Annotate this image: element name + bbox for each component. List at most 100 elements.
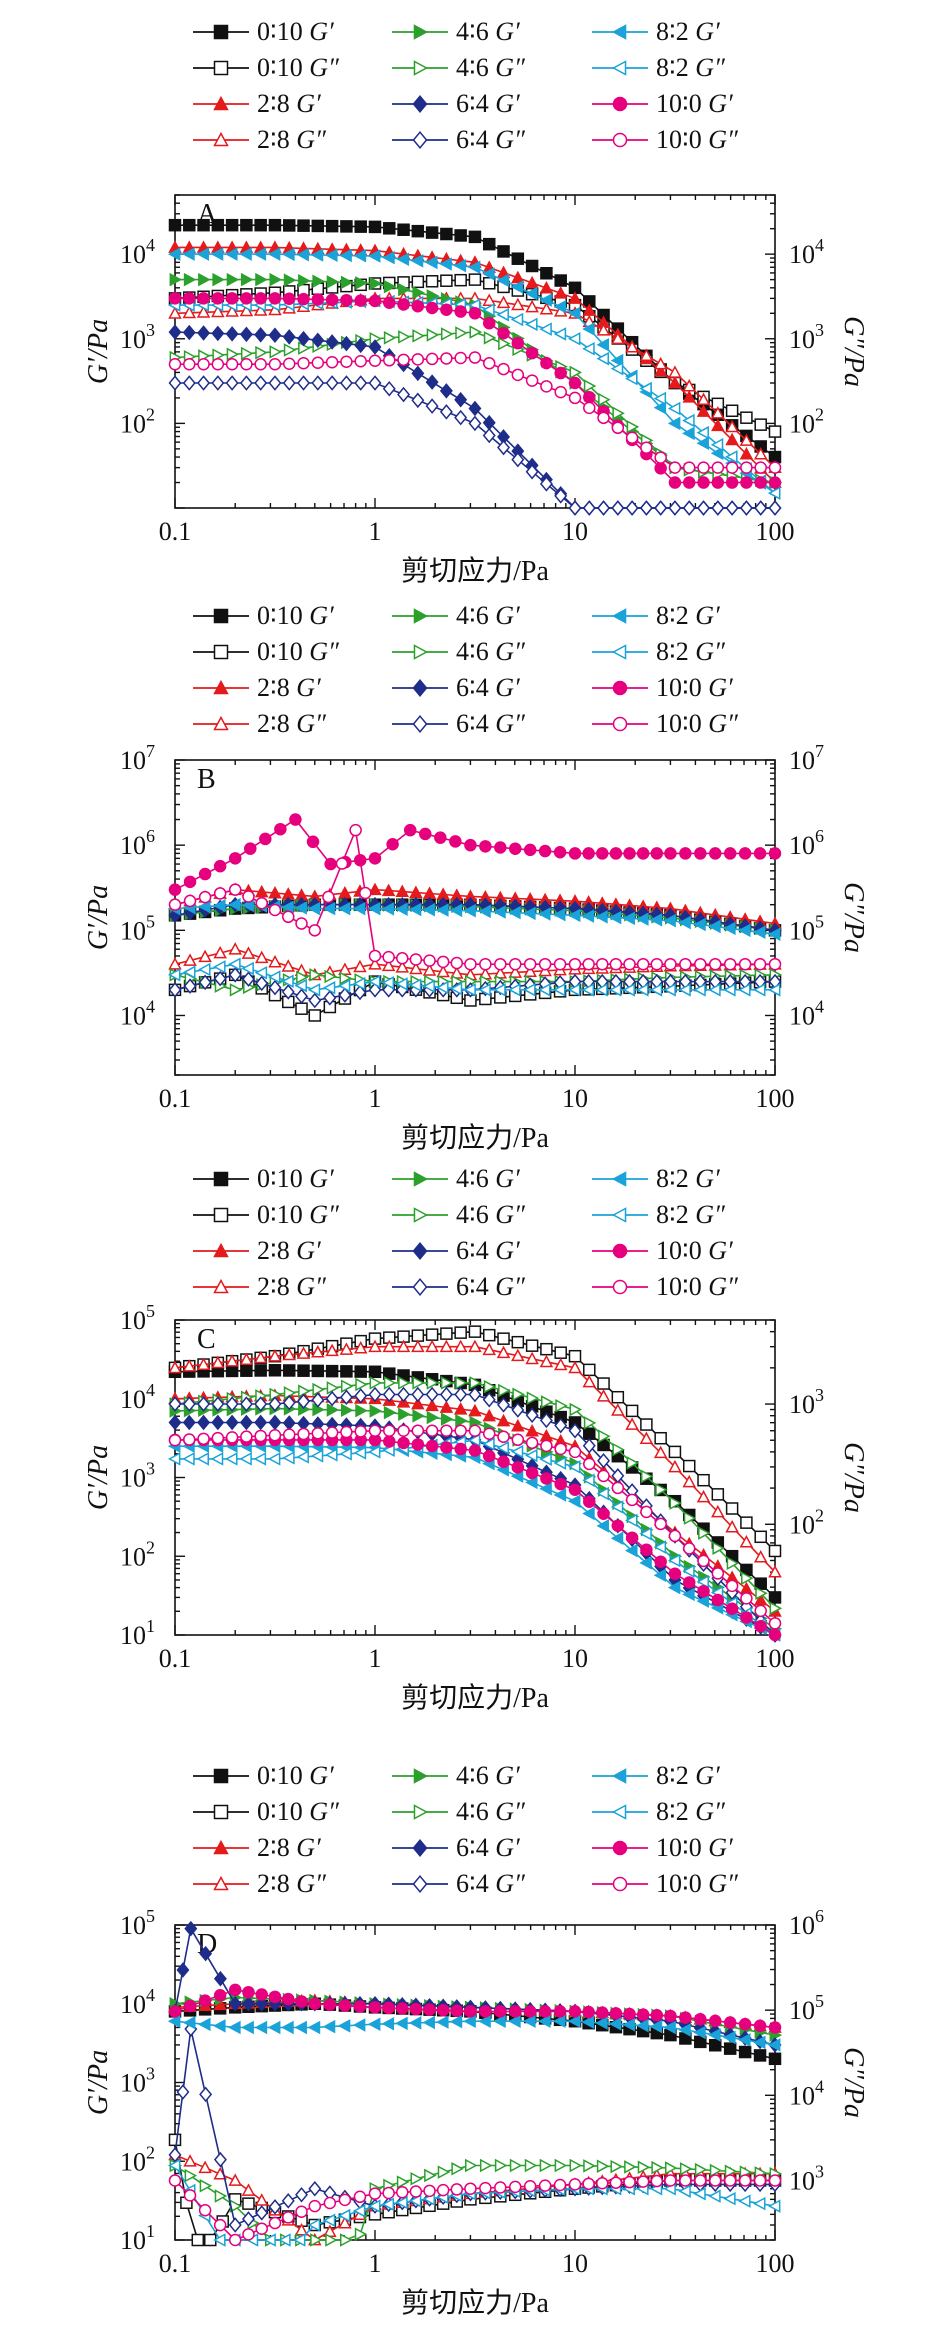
data-point <box>498 1383 511 1398</box>
legend-entry: 8∶2 G″ <box>592 1797 726 1826</box>
data-point <box>608 983 622 997</box>
data-point <box>182 1396 196 1412</box>
data-point <box>340 220 353 233</box>
legend-entry: 0∶10 G′ <box>193 17 334 46</box>
data-point <box>568 1483 582 1496</box>
data-point <box>282 247 295 262</box>
data-point <box>682 1576 696 1589</box>
data-point <box>711 418 725 432</box>
data-point <box>282 1415 296 1431</box>
data-point <box>367 249 381 263</box>
data-point <box>239 375 253 391</box>
legend-marker <box>412 1875 428 1893</box>
data-point <box>340 1365 353 1378</box>
data-point <box>254 2193 269 2206</box>
data-point <box>636 847 650 860</box>
data-point <box>425 1328 439 1341</box>
data-point <box>454 1424 467 1437</box>
legend-entry: 2∶8 G″ <box>193 1272 327 1301</box>
data-point <box>397 353 410 367</box>
data-point <box>508 957 522 971</box>
data-point <box>494 2181 507 2194</box>
data-point <box>295 988 309 1004</box>
data-point <box>538 2179 552 2192</box>
data-point <box>353 1340 368 1354</box>
data-point <box>383 1405 397 1420</box>
data-point <box>268 1396 282 1412</box>
data-point <box>268 1414 282 1431</box>
data-point <box>335 857 349 870</box>
data-point <box>468 273 482 286</box>
data-point <box>653 363 668 377</box>
data-point <box>526 1391 540 1405</box>
data-point <box>582 500 596 516</box>
data-point <box>225 1414 239 1431</box>
data-point <box>653 1540 667 1554</box>
data-point <box>668 1567 682 1580</box>
data-point <box>395 2195 408 2210</box>
data-point <box>653 1445 668 1459</box>
data-point <box>568 957 582 971</box>
data-point <box>198 2017 211 2032</box>
legend-label: 4∶6 G″ <box>456 1200 526 1229</box>
data-point <box>654 500 668 516</box>
data-point <box>436 2003 450 2017</box>
data-point <box>382 2001 395 2015</box>
data-point <box>368 1424 382 1437</box>
data-point <box>682 500 696 516</box>
data-point <box>398 282 411 297</box>
data-point <box>382 250 395 265</box>
legend-entry: 6∶4 G″ <box>392 709 526 738</box>
data-point <box>598 392 611 407</box>
legend-label: 4∶6 G′ <box>456 1164 520 1193</box>
data-point <box>755 1586 768 1601</box>
legend-label: 10∶0 G′ <box>656 673 733 702</box>
data-point <box>225 247 238 261</box>
legend-marker <box>611 1804 627 1820</box>
data-point <box>693 917 706 932</box>
data-point <box>450 2004 464 2018</box>
data-point <box>198 2160 212 2174</box>
data-point <box>609 847 623 860</box>
data-point <box>553 845 567 859</box>
data-point <box>596 323 611 336</box>
data-point <box>525 1351 539 1365</box>
y-tick-label-left: 107 <box>120 741 155 775</box>
data-point <box>325 1364 339 1378</box>
data-point <box>383 296 396 309</box>
data-point <box>664 957 677 971</box>
data-point <box>725 1519 739 1533</box>
data-point <box>597 500 611 516</box>
data-point <box>226 272 240 287</box>
legend-entry: 10∶0 G′ <box>592 1833 733 1862</box>
data-point <box>213 1989 227 2002</box>
data-point <box>668 1445 682 1459</box>
data-point <box>396 252 409 266</box>
data-point <box>482 427 496 444</box>
legend-marker <box>213 1804 229 1820</box>
legend-entry: 10∶0 G″ <box>592 1869 739 1898</box>
data-point <box>568 1422 582 1439</box>
data-point <box>453 1339 468 1353</box>
data-point <box>228 897 241 912</box>
data-point <box>310 2233 323 2247</box>
data-point <box>308 1997 322 2010</box>
data-point <box>354 375 368 391</box>
data-point <box>694 2035 707 2049</box>
data-point <box>211 325 225 342</box>
data-point <box>410 2172 423 2186</box>
legend-marker <box>413 60 429 76</box>
data-point <box>310 248 324 262</box>
data-point <box>196 305 211 318</box>
data-point <box>282 2211 295 2224</box>
y-tick-label-right: 102 <box>789 404 824 438</box>
data-point <box>353 2000 367 2013</box>
data-point <box>553 327 567 341</box>
data-point <box>668 500 682 516</box>
data-point <box>581 2015 595 2029</box>
legend-marker <box>611 60 627 76</box>
legend-label: 8∶2 G″ <box>656 53 726 82</box>
data-point <box>636 912 649 926</box>
data-point <box>639 1526 652 1541</box>
data-point <box>636 983 649 997</box>
